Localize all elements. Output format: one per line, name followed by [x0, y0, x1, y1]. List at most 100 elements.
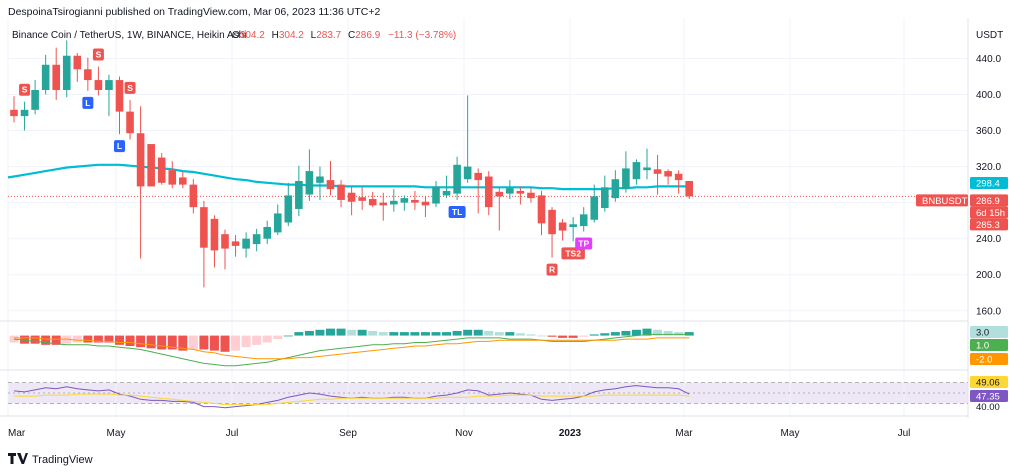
x-tick-label: Sep [339, 428, 357, 439]
rsi-ma-line [14, 393, 690, 406]
ohlc-c-value: 286.9 [355, 30, 380, 41]
macd-histogram-bar [115, 335, 124, 345]
ma-value-label: 298.4 [976, 179, 1000, 190]
macd-histogram-bar [568, 335, 578, 338]
macd-histogram-bar [41, 335, 51, 345]
signal-marker [92, 48, 104, 61]
macd-histogram-bar [431, 332, 441, 336]
macd-histogram-bar [537, 335, 546, 337]
countdown-label-box [970, 206, 1008, 219]
y-tick-label: 200.0 [976, 270, 1001, 281]
ohlc-o-value: 304.2 [240, 30, 265, 41]
macd-hist-label-box [970, 326, 1008, 338]
macd-histogram-bar [463, 329, 473, 336]
macd-histogram-bar [484, 330, 494, 336]
footer-brand: TradingView [32, 453, 93, 466]
macd-histogram-bar [30, 335, 40, 344]
macd-histogram-bar [473, 329, 483, 336]
symbol-label-box [916, 194, 968, 207]
macd-histogram-bar [663, 330, 673, 336]
macd-value-label: 1.0 [976, 341, 989, 352]
candle-body [674, 173, 683, 181]
macd-histogram-bar [642, 328, 652, 336]
candle-body [347, 192, 356, 202]
rsi-ma-label: 47.35 [976, 392, 1000, 403]
candle-body [136, 133, 145, 187]
legend-ohlc: O304.2 H304.2 L283.7 C286.9 −11.3 (−3.78… [232, 30, 456, 41]
chart-background [0, 18, 1024, 450]
macd-histogram-bar [157, 335, 167, 350]
currency-label: USDT [976, 30, 1003, 41]
time-axis[interactable]: Mar May Jul Sep Nov 2023 Mar May Jul [8, 428, 910, 439]
macd-histogram-bar [389, 332, 399, 336]
candle-body [390, 200, 398, 205]
macd-histogram-bar [283, 335, 293, 337]
candle-body [453, 164, 461, 194]
macd-histogram-bar [505, 332, 515, 336]
macd-histogram-bar [589, 334, 599, 336]
ohlc-h-key: H [272, 30, 279, 41]
candle-body [484, 176, 493, 208]
candle-body [632, 162, 641, 180]
ohlc-c-key: C [348, 30, 355, 41]
candle-body [537, 195, 546, 224]
macd-histogram-bar [241, 335, 251, 348]
candle-body [94, 80, 103, 90]
macd-histogram-bar [136, 335, 146, 348]
candle-body [400, 198, 409, 203]
low-price-label: 285.3 [976, 220, 1000, 231]
candle-body [189, 184, 198, 208]
macd-histogram-bar [579, 335, 589, 337]
ohlc-o-key: O [232, 30, 240, 41]
x-tick-label: Mar [675, 428, 693, 439]
candle-body [273, 213, 282, 233]
candle-body [126, 111, 134, 134]
x-tick-label: Jul [898, 428, 911, 439]
candle-body [105, 80, 113, 90]
macd-histogram-bar [262, 335, 272, 343]
candle-body [516, 190, 525, 194]
macd-histogram-bar [610, 332, 620, 336]
candle-body [200, 207, 208, 248]
publish-info: DespoinaTsirogianni published on Trading… [8, 6, 381, 18]
countdown-label: 6d 15h [976, 208, 1005, 219]
macd-pane[interactable] [9, 328, 694, 367]
ohlc-change: −11.3 (−3.78%) [388, 30, 456, 41]
signal-marker-label: S [22, 85, 28, 95]
rsi-value-label-box [970, 376, 1008, 388]
macd-histogram-bar [294, 332, 304, 336]
signal-marker [448, 205, 466, 218]
candle-body [463, 166, 472, 180]
rsi-pane[interactable] [8, 382, 968, 409]
signal-marker [114, 140, 125, 153]
macd-histogram-bar [653, 329, 663, 336]
candle-body [664, 171, 672, 177]
signal-marker [19, 83, 31, 96]
macd-histogram-bar [410, 332, 420, 336]
candle-body [231, 241, 240, 246]
signal-marker-label: S [127, 83, 133, 93]
candle-body [263, 226, 271, 239]
candle-body [31, 89, 39, 110]
candle-body [474, 172, 482, 181]
x-tick-label: 2023 [559, 428, 582, 439]
tradingview-logo-icon [8, 452, 28, 467]
rsi-value-label: 49.06 [976, 378, 1000, 389]
candle-body [73, 55, 82, 70]
candle-body [52, 64, 60, 90]
candle-body [442, 190, 451, 196]
rsi-lower-level-label: 40.00 [976, 402, 1000, 413]
last-price-label: 286.9 [976, 196, 1000, 207]
macd-histogram-bar [494, 332, 504, 336]
y-tick-label: 440.0 [976, 54, 1001, 65]
macd-histogram-bar [526, 334, 536, 336]
candle-body [326, 180, 335, 190]
y-tick-label: 240.0 [976, 234, 1001, 245]
signal-marker-label: S [96, 50, 102, 60]
macd-histogram-bar [146, 335, 156, 349]
price-pane[interactable] [7, 40, 968, 288]
candle-body [157, 157, 166, 183]
